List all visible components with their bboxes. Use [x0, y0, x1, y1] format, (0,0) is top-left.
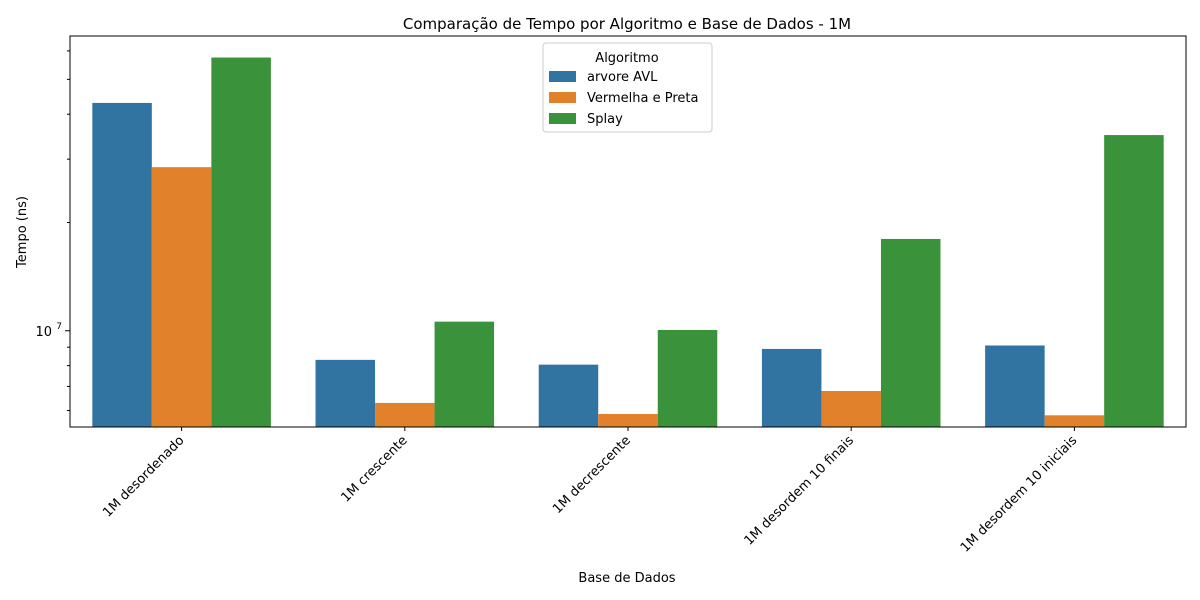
legend-label-2: Splay: [587, 112, 623, 127]
legend-label-1: Vermelha e Preta: [587, 91, 698, 106]
bar-0-1: [315, 359, 376, 427]
bar-2-1: [434, 321, 495, 427]
bar-1-2: [598, 413, 658, 427]
bar-2-0: [211, 57, 271, 427]
bar-0-3: [761, 348, 822, 427]
bar-2-2: [657, 329, 718, 427]
x-tick-label-4: 1M desordem 10 iniciais: [958, 433, 1080, 555]
y-axis-label: Tempo (ns): [15, 196, 30, 269]
legend-swatch-1: [549, 92, 576, 103]
legend-label-0: arvore AVL: [587, 70, 658, 85]
bar-2-3: [880, 238, 941, 427]
legend-swatch-0: [549, 71, 576, 82]
legend-items: arvore AVL Vermelha e Preta Splay: [549, 70, 698, 127]
bar-1-1: [375, 402, 435, 427]
y-tick-label-0: 10: [35, 325, 52, 340]
bar-0-2: [538, 364, 599, 427]
y-tick-label-exponent-0: 7: [56, 322, 62, 332]
bar-1-3: [821, 390, 881, 427]
x-tick-label-3: 1M desordem 10 finais: [742, 433, 858, 549]
chart-title: Comparação de Tempo por Algoritmo e Base…: [403, 15, 851, 33]
legend-swatch-2: [549, 113, 576, 124]
bars-group: [92, 57, 1164, 427]
x-tick-label-2: 1M decrescente: [550, 433, 634, 517]
legend: Algoritmo arvore AVL Vermelha e Preta Spla…: [542, 42, 713, 133]
x-tick-label-0: 1M desordenado: [100, 433, 187, 520]
bar-1-0: [151, 167, 212, 427]
bar-2-4: [1104, 135, 1164, 427]
x-axis-label: Base de Dados: [578, 571, 675, 586]
bar-1-4: [1044, 415, 1105, 427]
legend-title: Algoritmo: [595, 51, 658, 66]
bar-0-0: [92, 102, 152, 427]
bar-0-4: [985, 345, 1045, 427]
x-tick-label-1: 1M crescente: [338, 433, 410, 505]
legend-box: [542, 42, 713, 133]
